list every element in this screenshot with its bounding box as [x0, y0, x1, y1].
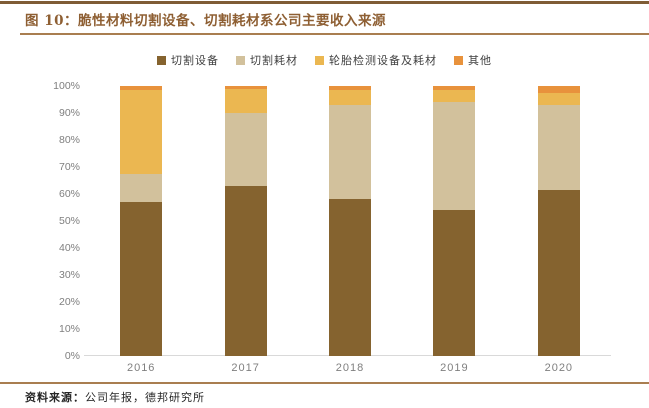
stacked-bar-2016 [120, 86, 163, 356]
x-tick-label: 2020 [544, 362, 574, 374]
stacked-bar-2017 [224, 86, 267, 356]
bar-segment [537, 86, 580, 93]
bar-segment [224, 86, 267, 89]
bar-segment [329, 199, 372, 356]
bar-segment [329, 104, 372, 200]
plot-area [89, 86, 611, 356]
source-text: 公司年报，德邦研究所 [85, 391, 205, 404]
y-tick-label: 100% [53, 80, 80, 92]
y-tick-label: 30% [58, 269, 80, 281]
legend-label: 轮胎检测设备及耗材 [329, 54, 437, 67]
x-tick-label: 2019 [440, 362, 469, 374]
bar-segment [224, 113, 267, 186]
y-tick-label: 40% [58, 242, 80, 254]
bar-segment [537, 189, 580, 356]
bar-segment [224, 185, 267, 356]
y-tick-label: 50% [58, 215, 80, 227]
source-line: 资料来源：公司年报，德邦研究所 [25, 389, 205, 405]
legend-item: 切割耗材 [236, 52, 298, 68]
x-tick-label: 2017 [231, 362, 260, 374]
bar-segment [120, 173, 163, 203]
bar-segment [329, 86, 372, 91]
top-rule [0, 1, 649, 4]
legend-label: 切割设备 [171, 54, 219, 67]
x-axis: 2016 2017 2018 2019 2020 [89, 362, 611, 374]
legend-label: 其他 [468, 54, 492, 67]
chart-legend: 切割设备 切割耗材 轮胎检测设备及耗材 其他 [0, 52, 649, 68]
y-tick-label: 0% [64, 350, 80, 362]
title-divider [20, 33, 649, 35]
legend-item: 其他 [454, 52, 492, 68]
bar-segment [120, 202, 163, 356]
bar-segment [120, 86, 163, 91]
bar-segment [329, 90, 372, 105]
y-tick-label: 90% [58, 107, 80, 119]
bar-group-2019 [402, 86, 506, 356]
y-tick-label: 60% [58, 188, 80, 200]
bar-segment [433, 102, 476, 211]
x-tick-label: 2018 [335, 362, 365, 374]
legend-item: 切割设备 [157, 52, 219, 68]
y-tick-label: 20% [58, 296, 80, 308]
bar-segment [433, 86, 476, 91]
stacked-bar-2018 [329, 86, 372, 356]
bar-group-2018 [298, 86, 402, 356]
source-divider [0, 382, 649, 384]
bar-segment [224, 88, 267, 114]
y-tick-label: 80% [58, 134, 80, 146]
bar-group-2016 [89, 86, 193, 356]
stacked-bar-2020 [537, 86, 580, 356]
source-label: 资料来源： [25, 391, 85, 404]
bar-segment [433, 90, 476, 103]
bar-group-2020 [507, 86, 611, 356]
bar-group-2017 [193, 86, 297, 356]
x-tick-label: 2016 [126, 362, 156, 374]
stacked-bar-2019 [433, 86, 476, 356]
bar-segment [537, 92, 580, 105]
legend-swatch-icon [454, 55, 463, 65]
figure-title: 图 10：脆性材料切割设备、切割耗材系公司主要收入来源 [25, 13, 386, 29]
legend-swatch-icon [236, 55, 245, 65]
legend-swatch-icon [157, 55, 166, 65]
bar-segment [537, 104, 580, 190]
legend-label: 切割耗材 [250, 54, 298, 67]
bar-segment [433, 210, 476, 356]
y-tick-label: 70% [58, 161, 80, 173]
y-tick-label: 10% [58, 323, 80, 335]
legend-swatch-icon [315, 55, 324, 65]
bar-segment [120, 90, 163, 174]
legend-item: 轮胎检测设备及耗材 [315, 52, 437, 68]
